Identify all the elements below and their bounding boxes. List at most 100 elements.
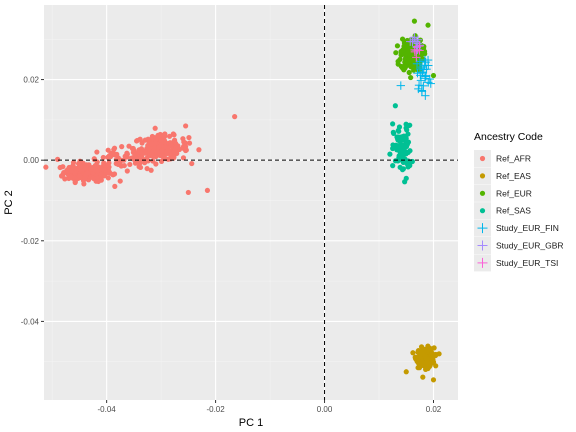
cross-point <box>412 53 421 62</box>
circle-point <box>145 136 151 142</box>
circle-point <box>402 63 408 69</box>
circle-point <box>392 103 398 109</box>
y-tick-label: -0.04 <box>21 317 40 326</box>
circle-point <box>127 161 133 168</box>
circle-point <box>158 142 164 148</box>
circle-point <box>124 168 130 174</box>
circle-point <box>152 125 158 131</box>
circle-point <box>405 131 411 137</box>
circle-point <box>137 164 144 171</box>
circle-point <box>90 175 97 181</box>
circle-point <box>160 154 166 160</box>
circle-point <box>189 160 195 167</box>
circle-point <box>430 377 437 383</box>
circle-point <box>411 18 418 24</box>
x-tick-label: 0.02 <box>426 405 442 414</box>
circle-point <box>119 144 125 150</box>
circle-point <box>111 171 118 177</box>
x-tick-label: -0.02 <box>206 405 225 414</box>
circle-point <box>180 136 186 142</box>
circle-point <box>390 163 396 169</box>
circle-point <box>405 59 411 65</box>
circle-point <box>415 349 422 356</box>
circle-point <box>102 167 108 173</box>
circle-point <box>116 158 122 164</box>
circle-point <box>390 145 396 152</box>
series-Study_EUR_TSI <box>410 41 424 62</box>
circle-point <box>129 155 135 161</box>
circle-point <box>185 189 191 196</box>
circle-point <box>112 183 118 189</box>
circle-point <box>182 144 189 150</box>
circle-point <box>57 164 63 171</box>
circle-point <box>403 369 409 375</box>
data-points <box>43 18 442 383</box>
circle-point <box>420 349 427 355</box>
circle-point <box>401 142 407 148</box>
circle-point <box>142 160 148 166</box>
circle-point <box>400 159 406 166</box>
circle-point <box>64 168 70 174</box>
circle-point <box>404 48 410 54</box>
circle-point <box>134 137 140 144</box>
circle-point <box>149 141 155 147</box>
legend-item-Study_EUR_TSI: Study_EUR_TSI <box>474 254 558 272</box>
circle-point <box>407 122 413 128</box>
cross-point <box>416 76 426 85</box>
legend-circle <box>479 190 486 196</box>
circle-point <box>149 133 155 140</box>
circle-point <box>121 162 127 169</box>
legend-item-Study_EUR_FIN: Study_EUR_FIN <box>474 219 559 237</box>
circle-point <box>396 124 403 130</box>
circle-point <box>94 149 100 155</box>
circle-point <box>168 143 175 149</box>
circle-point <box>420 374 426 380</box>
circle-point <box>408 64 414 70</box>
legend-circle <box>479 173 486 179</box>
circle-point <box>68 168 74 174</box>
circle-point <box>170 155 177 161</box>
y-tick-label: 0.00 <box>23 156 39 165</box>
circle-point <box>85 170 91 176</box>
series-Study_EUR_FIN <box>396 55 435 100</box>
plot-panel <box>44 5 458 400</box>
legend-item-Ref_EAS: Ref_EAS <box>474 167 531 185</box>
cross-point <box>415 41 424 51</box>
circle-point <box>88 166 94 172</box>
circle-point <box>396 128 402 134</box>
circle-point <box>204 187 211 194</box>
circle-point <box>105 175 111 181</box>
cross-point <box>420 55 430 65</box>
circle-point <box>103 162 109 169</box>
circle-point <box>159 148 165 154</box>
circle-point <box>430 72 437 79</box>
cross-point <box>421 91 430 100</box>
cross-point <box>414 81 424 90</box>
circle-point <box>108 150 114 157</box>
circle-point <box>126 143 132 149</box>
circle-point <box>186 134 192 141</box>
legend-item-Ref_AFR: Ref_AFR <box>474 150 531 167</box>
circle-point <box>43 164 49 170</box>
legend-title: Ancestry Code <box>474 131 543 143</box>
circle-point <box>72 179 78 186</box>
circle-point <box>421 362 427 368</box>
circle-point <box>394 134 400 140</box>
circle-point <box>429 350 435 357</box>
cross-point <box>419 81 428 91</box>
legend-circle <box>479 208 486 214</box>
cross-point <box>410 33 419 42</box>
x-tick-label: -0.04 <box>98 405 117 414</box>
circle-point <box>422 353 428 359</box>
x-tick-label: 0.00 <box>317 405 333 414</box>
circle-point <box>196 147 202 153</box>
circle-point <box>148 167 154 173</box>
legend-label: Ref_AFR <box>496 154 531 164</box>
circle-point <box>77 173 83 179</box>
legend: Ancestry Code Ref_AFR Ref_EAS Ref_EUR Ref_S… <box>474 131 564 272</box>
circle-point <box>158 158 165 165</box>
series-Ref_EAS <box>403 343 442 383</box>
legend-label: Ref_SAS <box>496 206 531 216</box>
cross-point <box>417 86 427 95</box>
